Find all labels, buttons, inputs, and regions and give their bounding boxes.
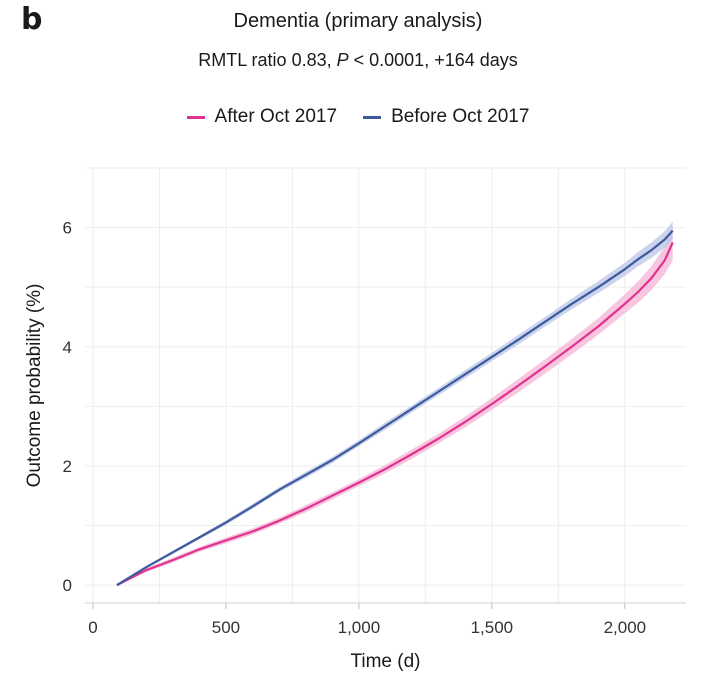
y-axis-title: Outcome probability (%) <box>24 284 45 488</box>
x-tick-label: 1,000 <box>338 618 381 637</box>
legend-label-before: Before Oct 2017 <box>391 106 530 127</box>
x-tick-label: 2,000 <box>604 618 647 637</box>
subtitle-p-symbol: P <box>336 50 349 70</box>
legend-swatch-before <box>363 115 382 119</box>
x-tick-label: 1,500 <box>471 618 514 637</box>
legend-item-after: After Oct 2017 <box>186 106 338 128</box>
series-line-after <box>116 242 674 587</box>
subtitle-prefix: RMTL ratio 0.83, <box>198 50 337 70</box>
y-tick-label: 0 <box>63 576 72 595</box>
chart-title: Dementia (primary analysis) <box>233 10 483 32</box>
legend-label-after: After Oct 2017 <box>214 106 338 127</box>
panel-label: b <box>21 2 43 37</box>
x-tick-label: 500 <box>212 618 240 637</box>
x-axis-title: Time (d) <box>350 651 420 672</box>
y-tick-label: 4 <box>63 338 72 357</box>
series-line-before <box>116 229 674 587</box>
confidence-band-after <box>116 226 673 586</box>
subtitle-suffix: < 0.0001, +164 days <box>348 50 518 70</box>
legend-item-before: Before Oct 2017 <box>363 106 529 128</box>
legend-swatch-after <box>186 115 205 119</box>
legend: After Oct 2017 Before Oct 2017 <box>0 106 716 128</box>
y-tick-label: 6 <box>63 219 72 238</box>
y-tick-label: 2 <box>63 457 72 476</box>
chart-subtitle: RMTL ratio 0.83, P < 0.0001, +164 days <box>0 50 716 71</box>
x-tick-label: 0 <box>88 618 97 637</box>
confidence-band-before <box>116 221 673 586</box>
